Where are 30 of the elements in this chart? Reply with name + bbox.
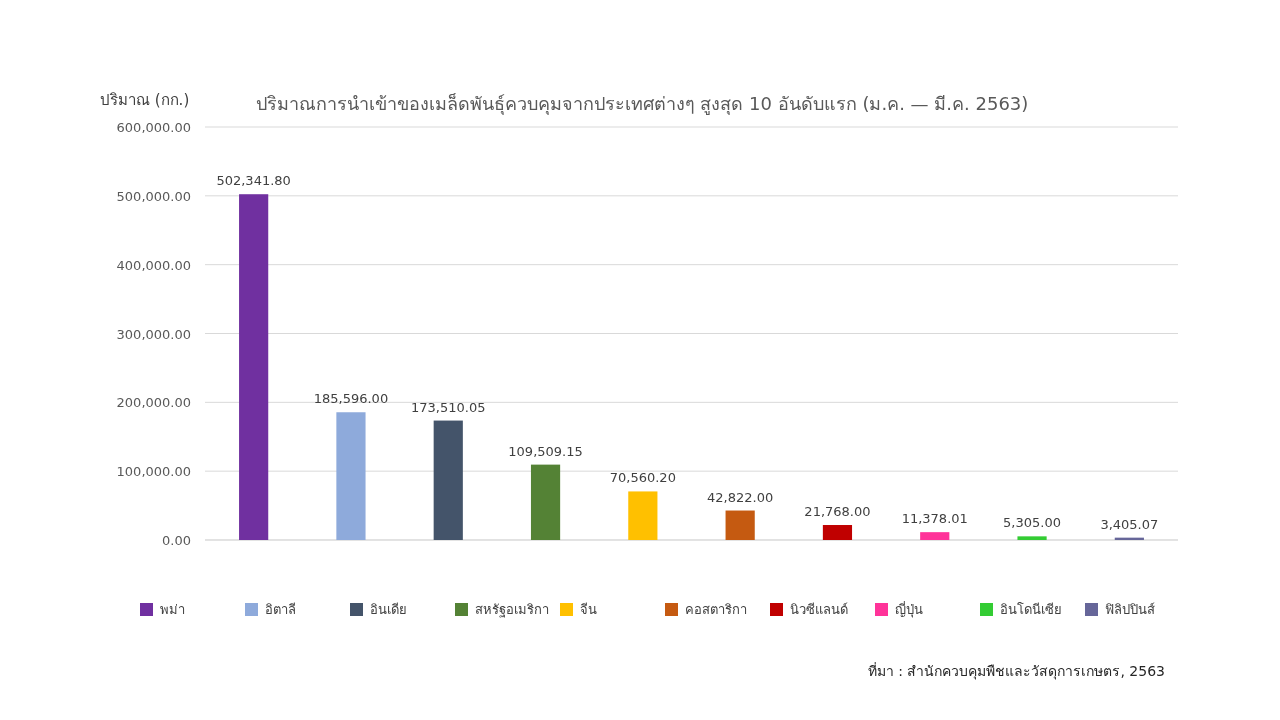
y-tick-label: 600,000.00 — [116, 120, 191, 135]
legend-label: ฟิลิปปินส์ — [1105, 602, 1155, 617]
y-tick-label: 400,000.00 — [116, 257, 191, 273]
text: ที่มา : สำนักควบคุมพืชและวัสดุการเกษตร, 2563 — [867, 662, 1165, 680]
y-tick-label: 500,000.00 — [116, 188, 191, 204]
legend-label: จีน — [580, 602, 597, 617]
y-tick-label: 100,000.00 — [116, 464, 191, 480]
legend-label: ญี่ปุ่น — [895, 601, 923, 618]
text: 42,822.00 — [707, 489, 774, 505]
legend-label: พม่า — [160, 602, 185, 617]
legend-label: อินเดีย — [370, 602, 407, 617]
legend-label: อิตาลี — [265, 602, 296, 617]
y-axis-title: ปริมาณ (กก.) — [100, 91, 190, 109]
text: 173,510.05 — [411, 399, 486, 415]
y-tick-label: 300,000.00 — [116, 326, 191, 342]
legend-label: อินโดนีเซีย — [1000, 602, 1062, 617]
text: 109,509.15 — [508, 443, 583, 459]
y-tick-label: 0.00 — [162, 533, 191, 548]
text: 185,596.00 — [313, 391, 389, 407]
legend-label: คอสตาริกา — [685, 602, 747, 617]
chart-title: ปริมาณการนำเข้าของเมล็ดพันธุ์ควบคุมจากประเทศต่างๆ สูงสุด 10 อันดับแรก (ม.ค. — มี.ค. 2563) — [255, 92, 1029, 115]
text: 70,560.20 — [609, 470, 676, 486]
text: 3,405.07 — [1100, 516, 1159, 532]
text: 5,305.00 — [1003, 515, 1061, 531]
text: 502,341.80 — [216, 173, 291, 189]
y-tick-label: 200,000.00 — [116, 395, 191, 411]
legend-label: สหรัฐอเมริกา — [475, 602, 549, 618]
text: 11,378.01 — [901, 511, 968, 527]
legend-label: นิวซีแลนด์ — [790, 602, 848, 617]
text: 21,768.00 — [804, 504, 871, 520]
